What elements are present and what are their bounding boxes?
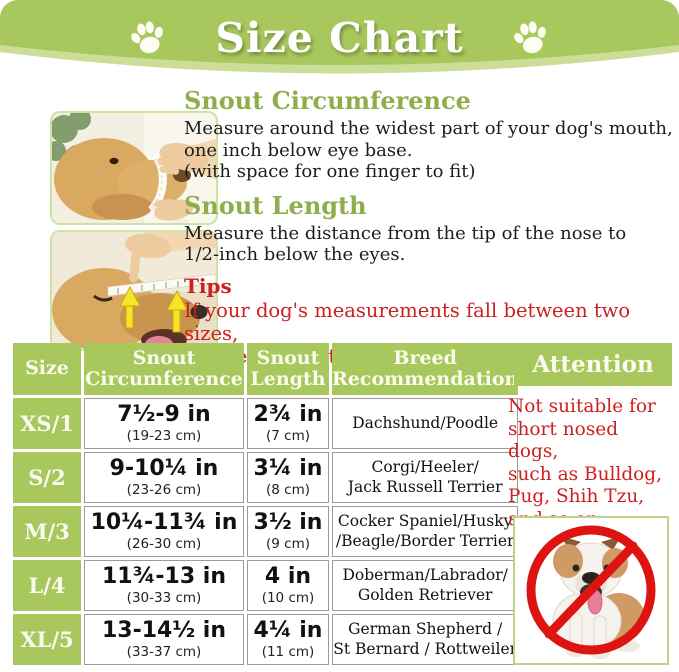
length-cm: (10 cm)	[261, 589, 315, 606]
plant-decor	[52, 113, 91, 161]
col-header-breed-recommendation: Breed Recommendation	[332, 343, 519, 395]
length-cm: (7 cm)	[266, 427, 310, 444]
length-cm: (11 cm)	[261, 643, 315, 660]
circumference-cell: 7½-9 in (19-23 cm)	[84, 398, 244, 449]
paw-icon	[513, 21, 546, 54]
circumference-cm: (30-33 cm)	[126, 589, 202, 606]
measuring-tape	[107, 273, 216, 297]
header-banner: Size Chart	[0, 0, 679, 92]
length-cell: 4¼ in (11 cm)	[247, 614, 329, 665]
closed-eye	[93, 294, 113, 302]
circumference-inches: 7½-9 in	[117, 402, 211, 428]
circumference-cm: (33-37 cm)	[126, 643, 202, 660]
length-cell: 3½ in (9 cm)	[247, 506, 329, 557]
snout-circumference-body: Measure around the widest part of your d…	[184, 118, 673, 183]
size-cell: XS/1	[13, 398, 81, 449]
hands	[154, 139, 216, 221]
size-table: Size Snout Circumference Snout Length Br…	[10, 340, 521, 668]
length-inches: 3¼ in	[253, 456, 323, 482]
banner-curve	[0, 0, 679, 74]
length-inches: 4¼ in	[253, 618, 323, 644]
breed-cell: Cocker Spaniel/Husky /Beagle/Border Terr…	[332, 506, 519, 557]
tips-heading: Tips	[184, 273, 232, 298]
snout-length-heading: Snout Length	[184, 190, 367, 220]
up-arrow	[119, 285, 141, 329]
circumference-inches: 9-10¼ in	[109, 456, 219, 482]
table-row: L/4 11¾-13 in (30-33 cm) 4 in (10 cm) Do…	[13, 560, 519, 611]
table-row: XL/5 13-14½ in (33-37 cm) 4¼ in (11 cm) …	[13, 614, 519, 665]
no-bulldog-icon	[513, 516, 669, 665]
snout-circumference-heading: Snout Circumference	[184, 86, 471, 115]
size-cell: M/3	[13, 506, 81, 557]
table-header-row: Size Snout Circumference Snout Length Br…	[13, 343, 519, 395]
breed-cell: Corgi/Heeler/ Jack Russell Terrier	[332, 452, 519, 503]
circumference-cell: 13-14½ in (33-37 cm)	[84, 614, 244, 665]
length-inches: 2¾ in	[253, 402, 323, 428]
circumference-cell: 9-10¼ in (23-26 cm)	[84, 452, 244, 503]
table-row: S/2 9-10¼ in (23-26 cm) 3¼ in (8 cm) Cor…	[13, 452, 519, 503]
length-cm: (9 cm)	[266, 535, 310, 552]
attention-heading: Attention	[514, 343, 672, 386]
circumference-cell: 10¼-11¾ in (26-30 cm)	[84, 506, 244, 557]
circumference-inches: 10¼-11¾ in	[90, 510, 238, 536]
circumference-cell: 11¾-13 in (30-33 cm)	[84, 560, 244, 611]
col-header-size: Size	[13, 343, 81, 395]
size-table-body: XS/1 7½-9 in (19-23 cm) 2¾ in (7 cm) Dac…	[13, 398, 519, 665]
breed-cell: Dachshund/Poodle	[332, 398, 519, 449]
snout-length-body: Measure the distance from the tip of the…	[184, 222, 627, 266]
size-cell: L/4	[13, 560, 81, 611]
hand	[125, 232, 216, 283]
length-cm: (8 cm)	[266, 481, 310, 498]
circumference-inches: 13-14½ in	[102, 618, 226, 644]
table-row: XS/1 7½-9 in (19-23 cm) 2¾ in (7 cm) Dac…	[13, 398, 519, 449]
paw-icon	[131, 21, 164, 54]
col-header-snout-length: Snout Length	[247, 343, 329, 395]
circumference-cm: (26-30 cm)	[126, 535, 202, 552]
table-row: M/3 10¼-11¾ in (26-30 cm) 3½ in (9 cm) C…	[13, 506, 519, 557]
photo-snout-circumference-measurement	[50, 111, 218, 225]
circumference-inches: 11¾-13 in	[102, 564, 226, 590]
length-inches: 3½ in	[253, 510, 323, 536]
circumference-cm: (23-26 cm)	[126, 481, 202, 498]
size-cell: S/2	[13, 452, 81, 503]
length-cell: 2¾ in (7 cm)	[247, 398, 329, 449]
size-cell: XL/5	[13, 614, 81, 665]
col-header-snout-circumference: Snout Circumference	[84, 343, 244, 395]
instructions-section: Snout Circumference Measure around the w…	[184, 86, 679, 368]
circumference-cm: (19-23 cm)	[126, 427, 202, 444]
attention-body: Not suitable for short nosed dogs, such …	[508, 396, 663, 530]
photo-snout-length-measurement	[50, 230, 218, 351]
prohibition-sign	[526, 525, 656, 655]
breed-cell: Doberman/Labrador/ Golden Retriever	[332, 560, 519, 611]
length-inches: 4 in	[264, 564, 312, 590]
up-arrow	[166, 289, 188, 333]
attention-panel: Attention Not suitable for short nosed d…	[506, 343, 674, 531]
nose	[190, 305, 208, 319]
length-cell: 4 in (10 cm)	[247, 560, 329, 611]
breed-cell: German Shepherd / St Bernard / Rottweile…	[332, 614, 519, 665]
page-title: Size Chart	[215, 14, 464, 62]
length-cell: 3¼ in (8 cm)	[247, 452, 329, 503]
dog-head	[54, 138, 191, 220]
